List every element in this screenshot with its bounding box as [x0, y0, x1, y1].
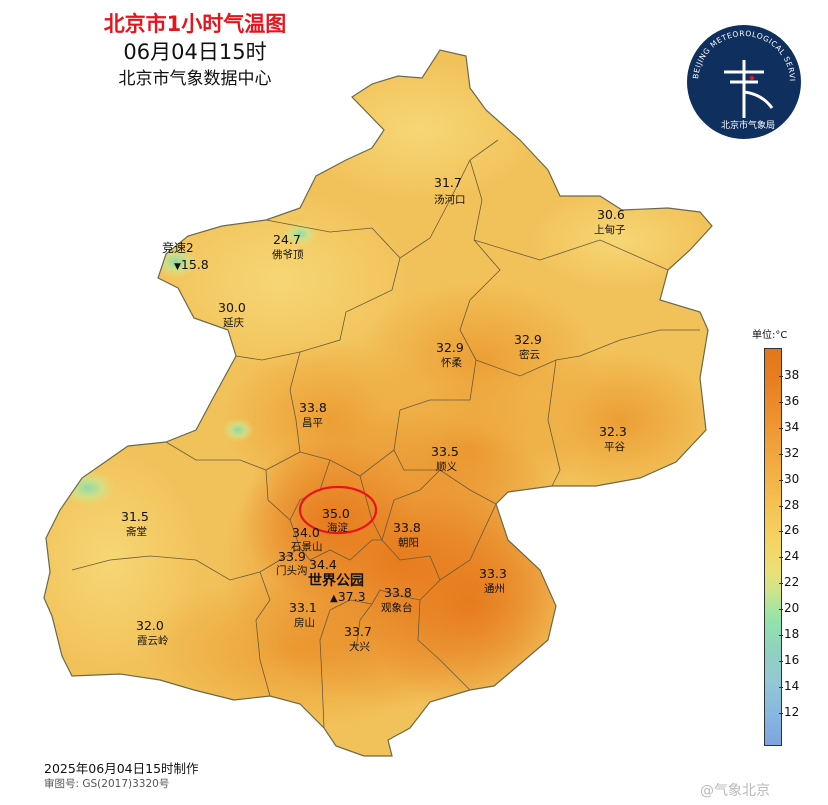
station-name: 昌平 — [302, 417, 323, 429]
station-miyun: 32.9 密云 — [514, 332, 542, 361]
station-name: 斋堂 — [126, 525, 147, 538]
station-value: 30.6 — [597, 207, 625, 222]
station-zhaitang: 31.5 斋堂 — [121, 509, 149, 538]
station-value: 24.7 — [273, 232, 301, 247]
station-name: 世界公园 — [308, 572, 364, 589]
station-chaoyang: 33.8 朝阳 — [393, 520, 421, 549]
map-title: 北京市1小时气温图 — [103, 12, 287, 36]
map-title-block: 北京市1小时气温图 06月04日15时 北京市气象数据中心 — [60, 10, 330, 92]
station-shunyi: 33.5 顺义 — [431, 444, 459, 473]
station-guanxiangtai: 33.8 观象台 — [381, 585, 413, 614]
beijing-boundary — [43, 49, 713, 757]
legend-tick-label: 22 — [778, 575, 800, 590]
station-value: 33.8 — [384, 585, 412, 600]
station-name: 密云 — [519, 348, 540, 361]
station-name: 石景山 — [291, 541, 323, 553]
station-changping: 33.8 昌平 — [299, 400, 327, 429]
station-name: 房山 — [294, 616, 315, 629]
station-value: 33.8 — [393, 520, 421, 535]
map-source: 北京市气象数据中心 — [118, 69, 272, 89]
station-value: 33.5 — [431, 444, 459, 459]
station-yanqing: 30.0 延庆 — [218, 300, 246, 329]
station-value: 30.0 — [218, 300, 246, 315]
legend-tick-label: 36 — [778, 393, 800, 408]
map-time: 06月04日15时 — [123, 40, 267, 64]
legend-tick-label: 30 — [778, 471, 800, 486]
station-name: 霞云岭 — [137, 634, 169, 647]
legend-tick-label: 16 — [778, 652, 800, 667]
station-value: 32.0 — [136, 618, 164, 633]
legend-tick-label: 20 — [778, 601, 800, 616]
legend-tick-label: 28 — [778, 497, 800, 512]
station-name: 竞速2 — [162, 241, 194, 255]
station-labels: 31.7 汤河口 30.6 上甸子 24.7 佛爷顶 竞速2 ▼15.8 30.… — [121, 175, 627, 653]
station-value: 31.5 — [121, 509, 149, 524]
map-review-number: 审图号: GS(2017)3320号 — [44, 778, 170, 790]
station-name: 朝阳 — [398, 537, 419, 549]
legend-tick-label: 34 — [778, 419, 800, 434]
station-value: 33.9 — [278, 549, 306, 564]
station-value: 34.0 — [292, 525, 320, 540]
station-value-text: 37.3 — [338, 589, 366, 604]
station-name: 观象台 — [381, 601, 413, 614]
district-borders — [71, 139, 700, 729]
logo-cn-text: 北京市气象局 — [721, 119, 775, 131]
legend-tick-label: 12 — [778, 704, 800, 719]
station-value: 32.9 — [436, 340, 464, 355]
station-value: 33.7 — [344, 624, 372, 639]
station-value: 32.9 — [514, 332, 542, 347]
production-time: 2025年06月04日15时制作 — [44, 761, 199, 776]
station-name: 顺义 — [436, 461, 457, 473]
legend-tick-label: 32 — [778, 445, 800, 460]
station-value: ▼15.8 — [174, 257, 209, 272]
station-world-park: 世界公园 ▲37.3 — [308, 572, 366, 604]
logo-mark — [724, 60, 774, 118]
highlight-circle — [298, 485, 378, 535]
station-mentougou: 33.9 门头沟 — [276, 549, 308, 577]
legend-unit: 单位:°C — [752, 330, 788, 341]
legend-color-bar — [764, 348, 782, 746]
station-shangdianzi: 30.6 上甸子 — [594, 207, 626, 236]
station-name: 大兴 — [349, 640, 370, 653]
legend-tick-label: 18 — [778, 627, 800, 641]
watermark: @气象北京 — [700, 783, 770, 799]
station-daxing: 33.7 大兴 — [344, 624, 372, 653]
station-name: 通州 — [484, 583, 505, 595]
station-xiayunling: 32.0 霞云岭 — [136, 618, 169, 647]
legend-tick-label: 26 — [778, 523, 800, 538]
station-name: 门头沟 — [276, 564, 308, 577]
station-value: 35.0 — [322, 506, 350, 521]
station-huairou: 32.9 怀柔 — [436, 340, 464, 369]
station-name: 海淀 — [327, 521, 348, 534]
logo-dot — [749, 75, 755, 81]
station-value: 31.7 — [434, 175, 462, 190]
legend-tick-label: 24 — [778, 549, 800, 564]
station-shijingshan: 34.0 石景山 — [291, 525, 323, 553]
station-name: 佛爷顶 — [272, 248, 304, 261]
beijing-meteorological-service-logo: BEIJING METEOROLOGICAL SERVICE 北京市气象局 — [684, 22, 803, 141]
station-name: 延庆 — [223, 316, 244, 329]
station-fangshan: 33.1 房山 — [289, 600, 317, 629]
station-tongzhou: 33.3 通州 — [479, 566, 507, 595]
station-name: 怀柔 — [441, 357, 462, 369]
station-name: 平谷 — [604, 441, 625, 453]
station-value: 34.4 — [309, 557, 337, 572]
station-unnamed: 34.4 — [309, 557, 337, 572]
station-value-text: 15.8 — [181, 257, 209, 272]
station-tanghekou: 31.7 汤河口 — [434, 175, 466, 206]
station-name: 汤河口 — [434, 193, 466, 206]
station-foyeding: 24.7 佛爷顶 — [272, 232, 304, 261]
station-value: 32.3 — [599, 424, 627, 439]
station-haidian: 35.0 海淀 — [322, 506, 350, 534]
station-value: 33.8 — [299, 400, 327, 415]
station-value: 33.1 — [289, 600, 317, 615]
station-pinggu: 32.3 平谷 — [599, 424, 627, 453]
station-name: 上甸子 — [594, 223, 626, 236]
station-jingsu2: 竞速2 ▼15.8 — [162, 241, 209, 272]
station-value: 33.3 — [479, 566, 507, 581]
station-value: ▲37.3 — [330, 589, 366, 604]
legend-tick-label: 38 — [778, 368, 800, 382]
legend-tick-label: 14 — [778, 678, 800, 693]
